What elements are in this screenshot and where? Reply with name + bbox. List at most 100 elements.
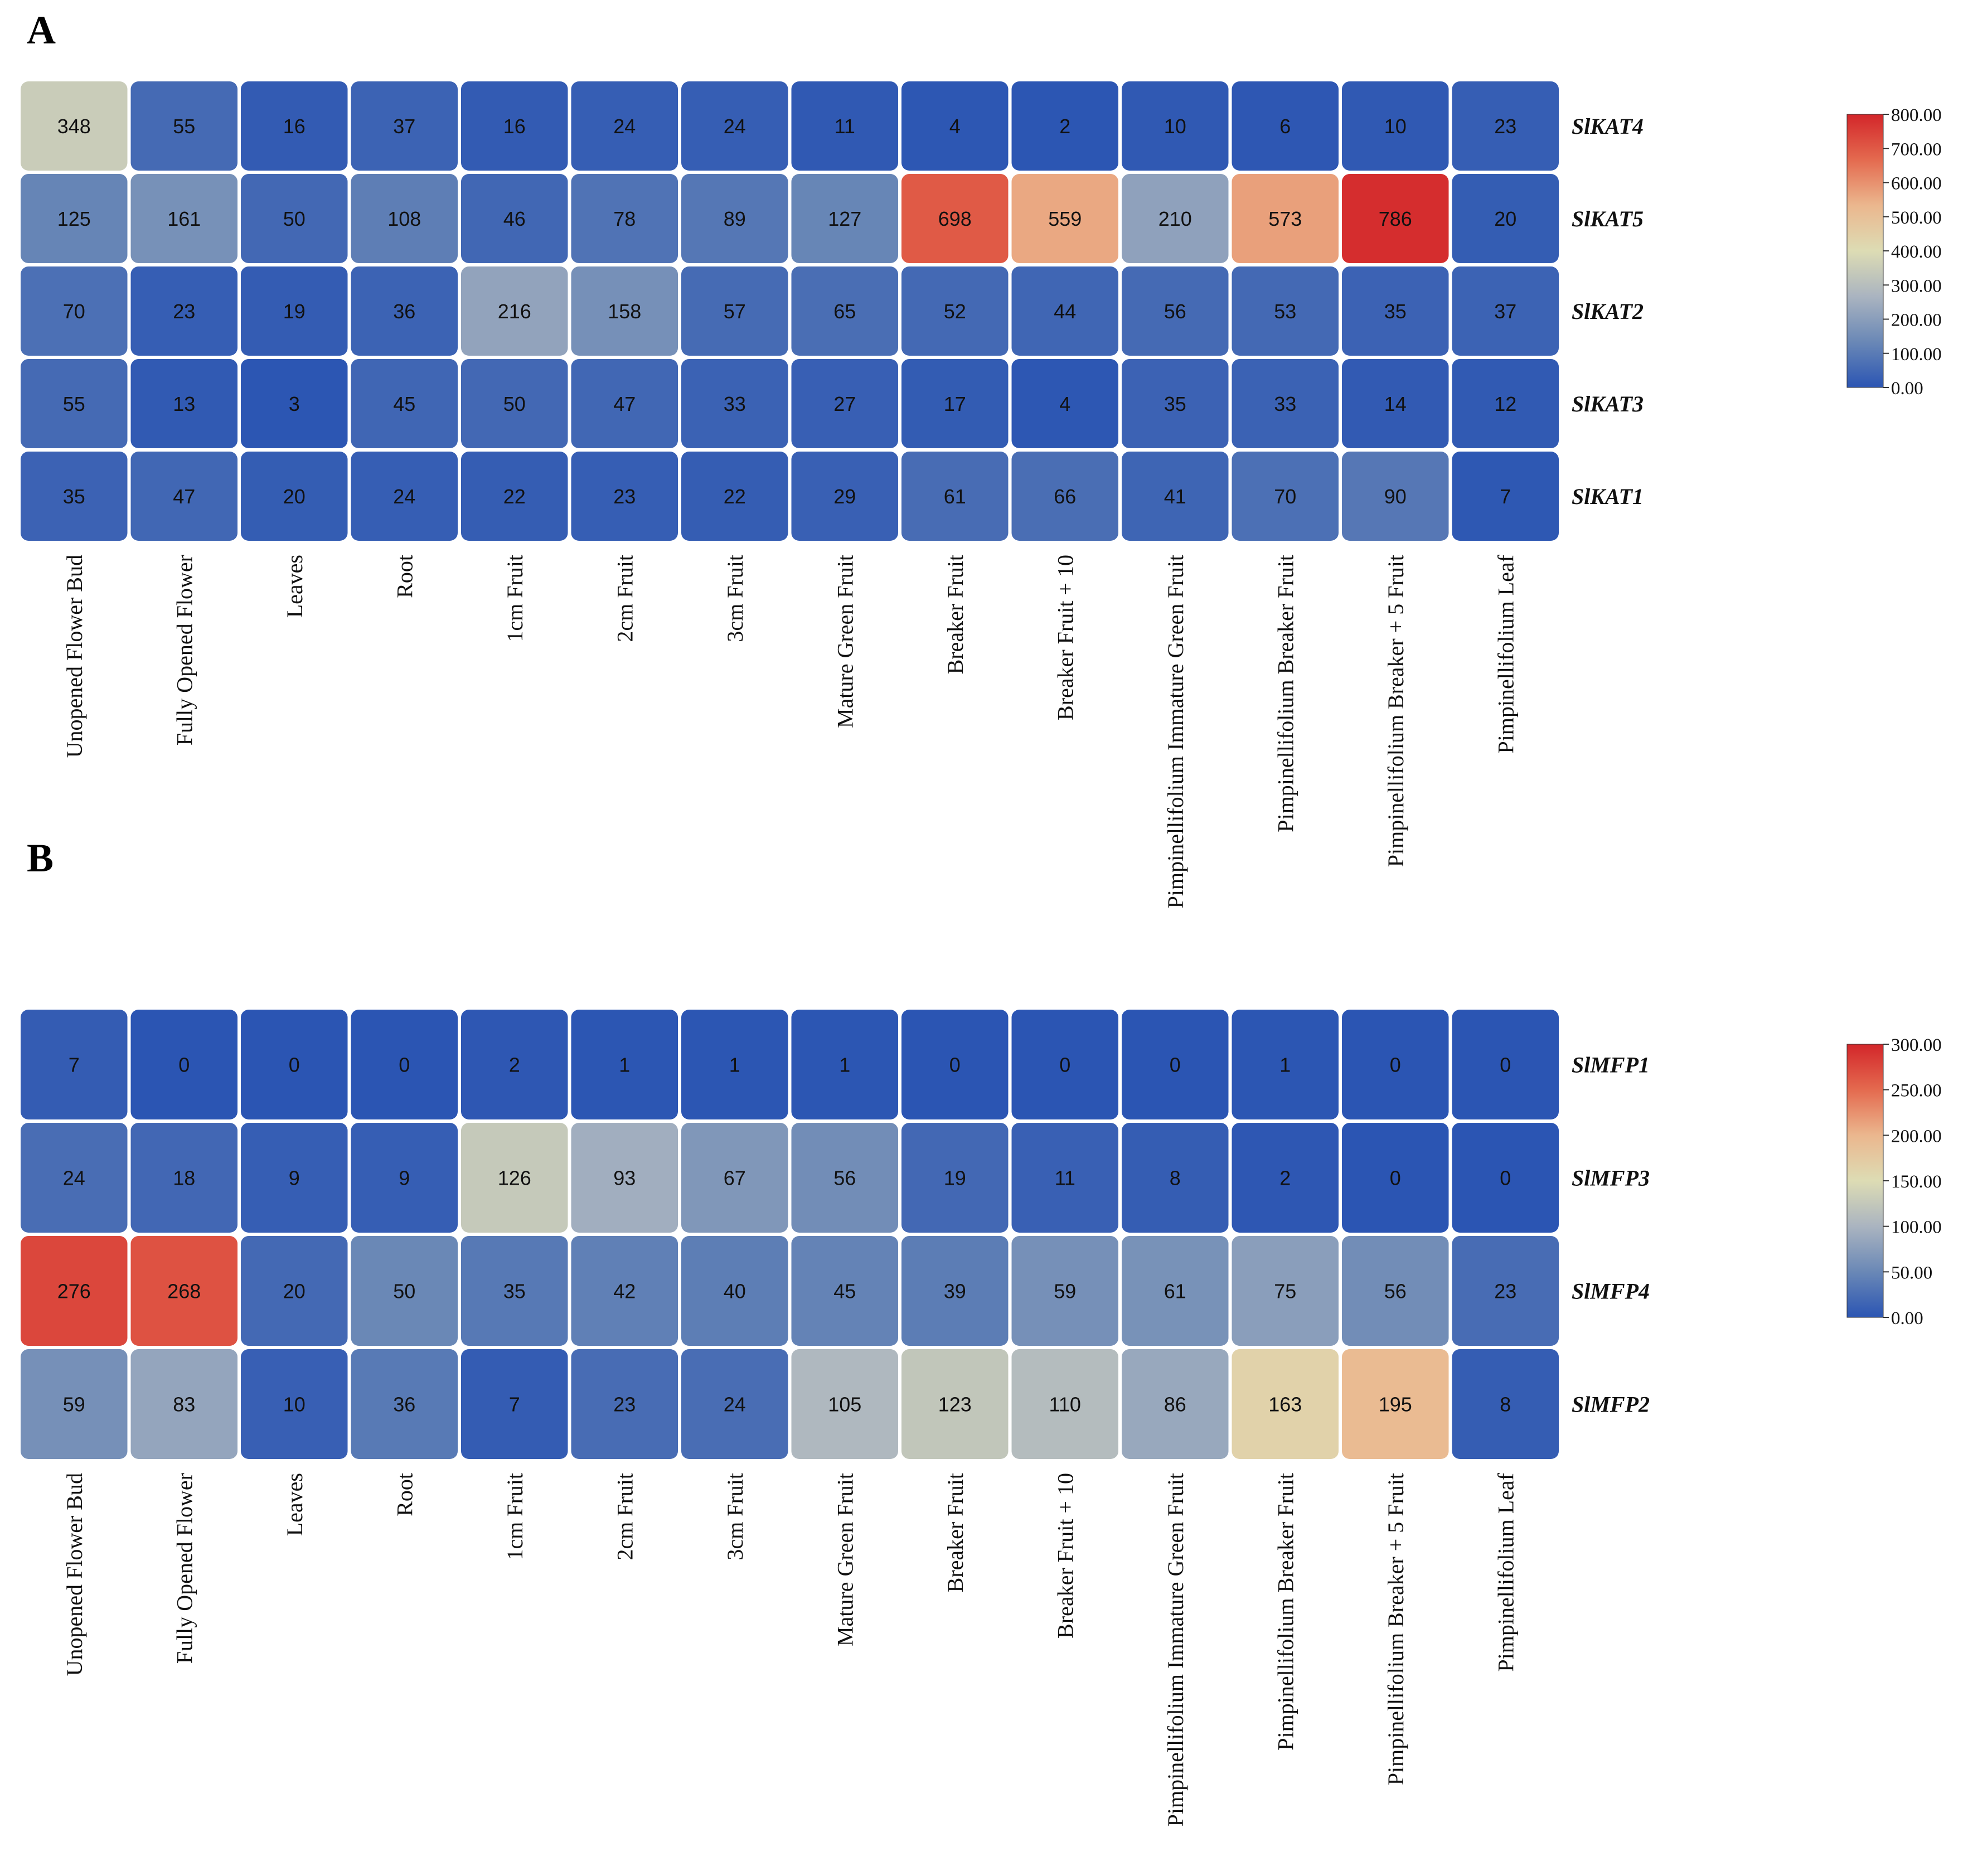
column-label: Pimpinellifolium Breaker + 5 Fruit <box>1383 1473 1408 1785</box>
heatmap-cell <box>1011 174 1118 263</box>
heatmap-cell <box>1122 1123 1229 1233</box>
cell-value-label: 0 <box>399 1054 410 1077</box>
cell-value-label: 33 <box>724 392 746 415</box>
heatmap-cell <box>901 1010 1009 1119</box>
heatmap-cell <box>1232 1010 1339 1119</box>
heatmap-cell <box>571 452 678 541</box>
heatmap-cell <box>571 1123 678 1233</box>
heatmap-cell <box>130 1349 237 1459</box>
heatmap-cell <box>461 1010 568 1119</box>
cell-value-label: 44 <box>1054 300 1076 323</box>
cell-value-label: 0 <box>178 1054 190 1077</box>
cell-value-label: 67 <box>724 1167 746 1190</box>
heatmap-cell <box>681 452 788 541</box>
cell-value-label: 78 <box>613 207 636 230</box>
cell-value-label: 161 <box>167 207 201 230</box>
cell-value-label: 55 <box>63 392 85 415</box>
heatmap-cell <box>1342 359 1449 448</box>
cell-value-label: 37 <box>1494 300 1516 323</box>
heatmap-cell <box>21 1010 128 1119</box>
cell-value-label: 47 <box>173 485 195 508</box>
cell-value-label: 216 <box>498 300 531 323</box>
heatmap-cell <box>130 452 237 541</box>
cell-value-label: 23 <box>613 485 636 508</box>
cell-value-label: 27 <box>833 392 856 415</box>
cell-value-label: 0 <box>949 1054 961 1077</box>
heatmap-cell <box>1232 1123 1339 1233</box>
cell-value-label: 36 <box>393 300 415 323</box>
cell-value-label: 268 <box>167 1280 201 1303</box>
heatmap-cell <box>571 266 678 356</box>
heatmap-cell <box>1452 1123 1559 1233</box>
heatmap-cell <box>571 1236 678 1346</box>
heatmap-cell <box>21 359 128 448</box>
cell-value-label: 11 <box>835 115 855 138</box>
heatmap-cell <box>241 81 348 171</box>
column-label: Fully Opened Flower <box>172 1473 197 1664</box>
cell-value-label: 20 <box>283 485 306 508</box>
row-label: SlMFP2 <box>1572 1392 1650 1417</box>
row-label: SlKAT1 <box>1572 484 1644 509</box>
cell-value-label: 65 <box>833 300 856 323</box>
column-label: 3cm Fruit <box>723 1473 748 1560</box>
colorbar-tick-label: 100.00 <box>1891 1218 1942 1238</box>
heatmap-cell <box>461 174 568 263</box>
heatmap-cell <box>1122 359 1229 448</box>
column-label: Leaves <box>282 1473 307 1536</box>
heatmap-cell <box>130 1010 237 1119</box>
heatmap-cell <box>791 1123 898 1233</box>
heatmap-cell <box>21 1123 128 1233</box>
heatmap-cell <box>791 1349 898 1459</box>
cell-value-label: 163 <box>1268 1393 1302 1416</box>
heatmap-cell <box>130 174 237 263</box>
row-label: SlMFP4 <box>1572 1279 1650 1304</box>
heatmap-cell <box>1232 174 1339 263</box>
cell-value-label: 46 <box>503 207 526 230</box>
colorbar <box>1846 114 1884 388</box>
heatmap-cell <box>1122 1236 1229 1346</box>
column-label: Root <box>392 555 417 598</box>
heatmap-cell <box>791 266 898 356</box>
cell-value-label: 7 <box>1500 485 1511 508</box>
cell-value-label: 56 <box>1164 300 1186 323</box>
row-label: SlKAT4 <box>1572 114 1644 139</box>
heatmap-cell <box>1011 266 1118 356</box>
cell-value-label: 127 <box>828 207 861 230</box>
cell-value-label: 55 <box>173 115 195 138</box>
cell-value-label: 35 <box>1164 392 1186 415</box>
heatmap-cell <box>1011 1236 1118 1346</box>
cell-value-label: 0 <box>1390 1054 1401 1077</box>
column-label: 1cm Fruit <box>502 1473 527 1560</box>
column-label: Breaker Fruit <box>943 1473 968 1592</box>
cell-value-label: 210 <box>1158 207 1192 230</box>
column-label: Pimpinellifolium Immature Green Fruit <box>1163 1473 1188 1826</box>
cell-value-label: 9 <box>399 1167 410 1190</box>
panel-label: A <box>27 8 56 52</box>
cell-value-label: 24 <box>724 1393 746 1416</box>
cell-value-label: 10 <box>1384 115 1407 138</box>
heatmap-cell <box>1011 81 1118 171</box>
cell-value-label: 52 <box>944 300 966 323</box>
heatmap-cell <box>1452 1010 1559 1119</box>
cell-value-label: 348 <box>57 115 91 138</box>
heatmap-cell <box>571 1349 678 1459</box>
column-label: Mature Green Fruit <box>832 1473 857 1646</box>
heatmap-cell <box>571 174 678 263</box>
cell-value-label: 0 <box>1500 1167 1511 1190</box>
cell-value-label: 83 <box>173 1393 195 1416</box>
heatmap-cell <box>901 266 1009 356</box>
heatmap-cell <box>791 1010 898 1119</box>
heatmap-cell <box>1342 452 1449 541</box>
heatmap-cell <box>571 81 678 171</box>
row-label: SlMFP3 <box>1572 1166 1650 1191</box>
heatmap-cell <box>791 452 898 541</box>
heatmap-cell <box>1452 266 1559 356</box>
cell-value-label: 573 <box>1268 207 1302 230</box>
cell-value-label: 0 <box>1170 1054 1181 1077</box>
colorbar-tick-label: 0.00 <box>1891 379 1923 399</box>
cell-value-label: 0 <box>1059 1054 1070 1077</box>
colorbar-tick-label: 200.00 <box>1891 1126 1942 1146</box>
panel-label: B <box>27 836 54 880</box>
heatmap-cell <box>461 266 568 356</box>
heatmap-cell <box>791 1236 898 1346</box>
